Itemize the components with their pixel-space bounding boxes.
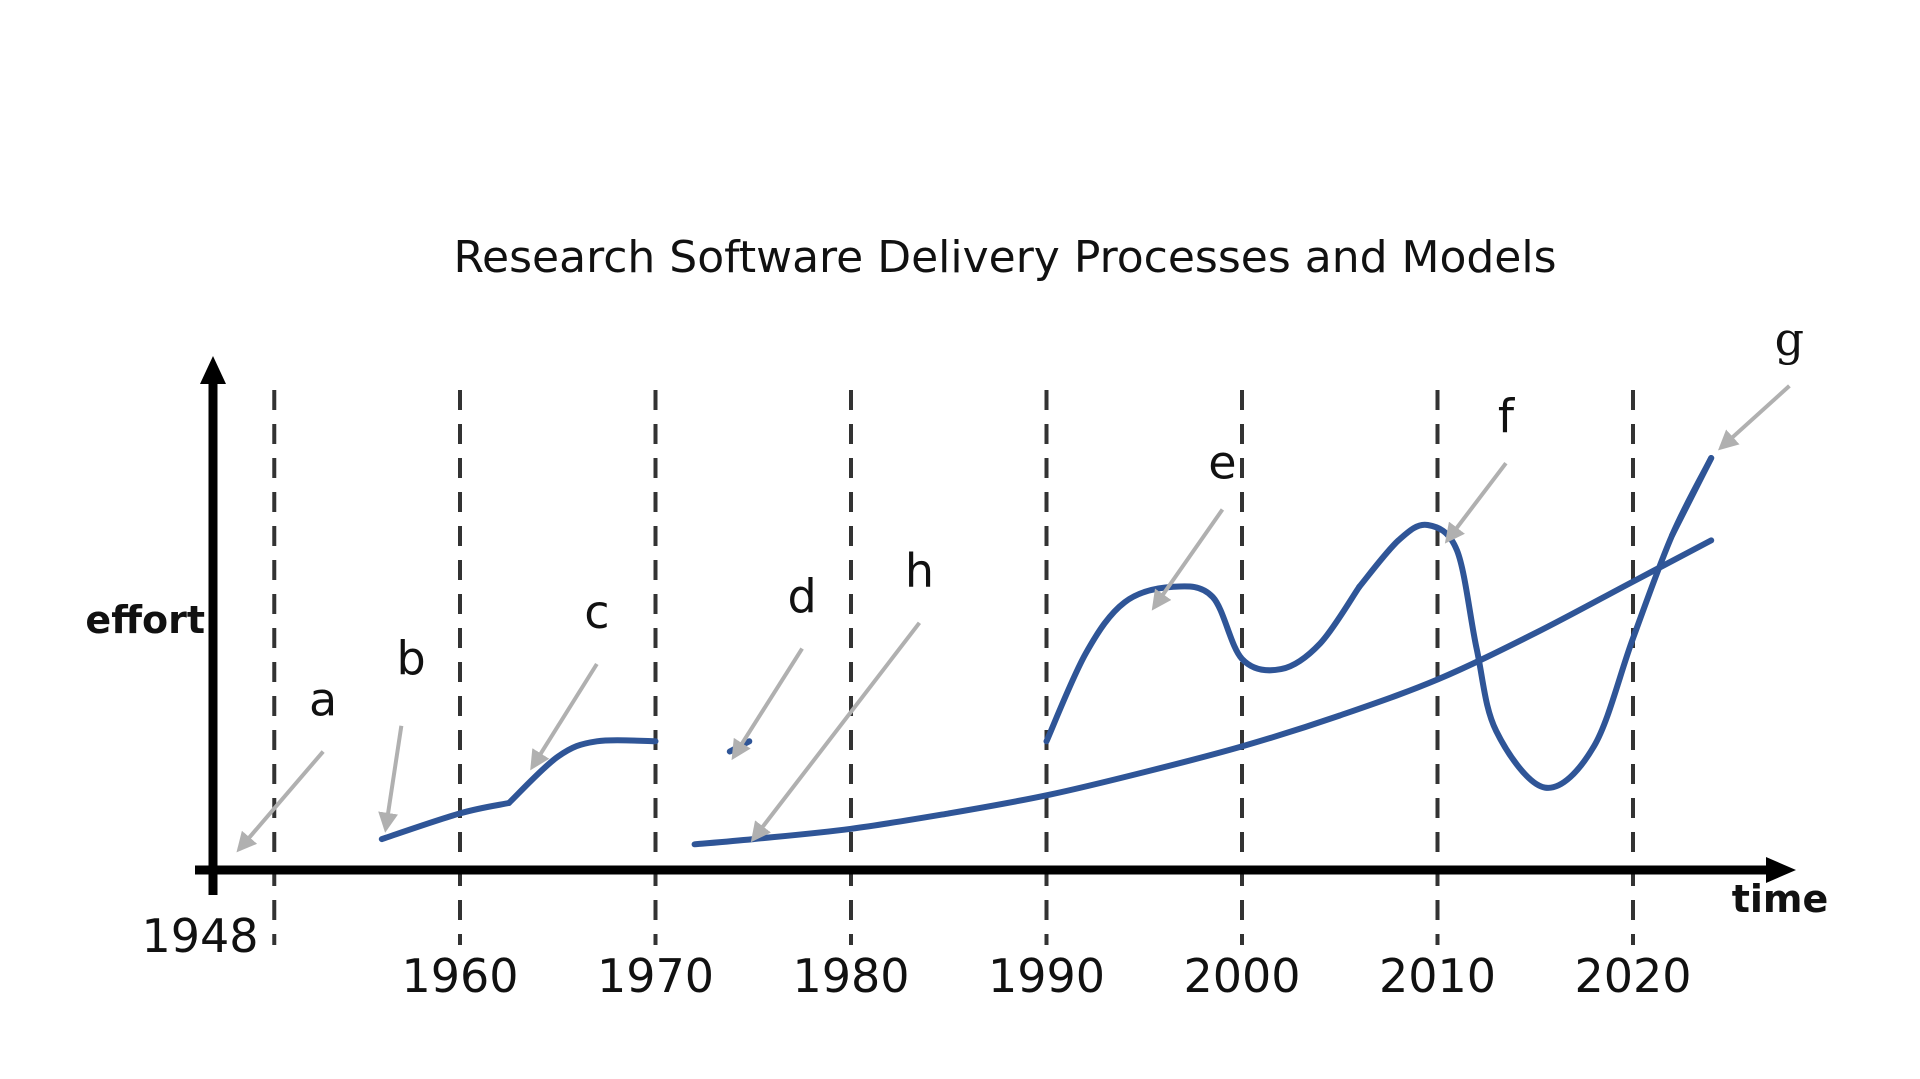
curves (378, 455, 1715, 848)
gridlines (272, 390, 1635, 945)
curve-b (378, 800, 512, 843)
x-tick-label: 1948 (141, 909, 258, 963)
annotation-arrow-c (530, 662, 599, 771)
curve-e (1043, 583, 1363, 745)
x-axis-arrowhead-icon (1766, 857, 1796, 883)
annotation-arrow-f (1444, 461, 1508, 544)
curve-g (1669, 455, 1715, 539)
x-tick-label: 1970 (597, 949, 714, 1003)
annotation-arrow-g (1718, 384, 1791, 451)
annotation-label-b: b (397, 631, 426, 685)
annotation-label-g: g (1775, 312, 1804, 366)
annotation-arrow-e (1151, 508, 1225, 611)
axes (195, 356, 1796, 895)
y-axis-arrowhead-icon (200, 356, 226, 384)
x-tick-label: 2010 (1379, 949, 1496, 1003)
curve-f (1356, 455, 1715, 791)
annotation-arrow-d (731, 647, 804, 761)
x-tick-label: 2020 (1574, 949, 1691, 1003)
curve-h (691, 537, 1715, 848)
y-axis-label: effort (85, 598, 205, 642)
annotation-label-a: a (309, 673, 337, 727)
annotation-label-e: e (1208, 436, 1236, 490)
annotation-label-f: f (1498, 389, 1516, 443)
annotations: a b c d h e f g (236, 312, 1804, 853)
x-tick-label: 1980 (792, 949, 909, 1003)
annotation-arrow-h (750, 621, 922, 843)
x-tick-label: 1990 (988, 949, 1105, 1003)
chart-title: Research Software Delivery Processes and… (453, 232, 1556, 283)
curve-c (505, 737, 659, 806)
x-tick-labels: 1948 1960 1970 1980 1990 2000 2010 2020 (141, 909, 1691, 1003)
annotation-label-d: d (788, 570, 817, 624)
annotation-arrow-b (378, 725, 404, 833)
x-tick-label: 1960 (401, 949, 518, 1003)
annotation-label-h: h (905, 544, 934, 598)
annotation-label-c: c (584, 585, 609, 639)
x-axis-label: time (1732, 877, 1829, 921)
x-tick-label: 2000 (1183, 949, 1300, 1003)
annotation-arrow-a (236, 750, 325, 853)
